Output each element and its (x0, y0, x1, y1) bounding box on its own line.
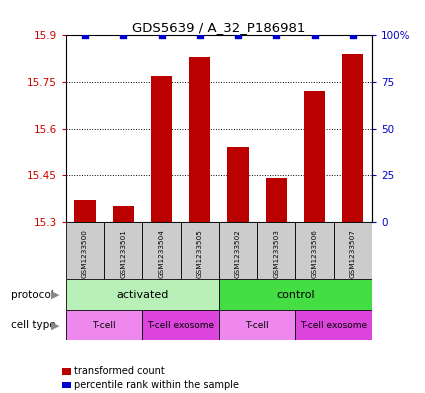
Bar (266, 178, 287, 222)
Point (120, 32, 127, 39)
Bar (104, 222, 142, 279)
Text: GSM1233502: GSM1233502 (235, 229, 241, 278)
Bar (295, 222, 334, 279)
Bar (219, 222, 257, 279)
Text: transformed count: transformed count (74, 366, 165, 376)
Text: ▶: ▶ (51, 320, 60, 330)
Text: percentile rank within the sample: percentile rank within the sample (74, 380, 239, 390)
Bar (66, 279, 219, 310)
Text: GSM1233505: GSM1233505 (197, 229, 203, 278)
Text: GSM1233501: GSM1233501 (120, 229, 126, 278)
Bar (151, 76, 172, 222)
Bar (219, 279, 372, 310)
Bar (74, 200, 96, 222)
Bar (227, 147, 249, 222)
Text: GSM1233504: GSM1233504 (159, 229, 164, 278)
Bar (113, 206, 134, 222)
Bar (181, 222, 219, 279)
Bar (295, 310, 372, 340)
Text: GSM1233507: GSM1233507 (350, 229, 356, 278)
Bar (304, 91, 325, 222)
Bar (142, 222, 181, 279)
Text: protocol: protocol (11, 290, 54, 300)
Text: control: control (276, 290, 314, 300)
Text: cell type: cell type (11, 320, 55, 330)
Text: activated: activated (116, 290, 169, 300)
Text: T-cell: T-cell (245, 321, 269, 330)
Bar (342, 54, 363, 222)
Bar (66, 222, 104, 279)
Point (82, 32, 88, 39)
Point (158, 32, 165, 39)
Point (196, 32, 203, 39)
Title: GDS5639 / A_32_P186981: GDS5639 / A_32_P186981 (132, 21, 306, 34)
Bar (66, 310, 142, 340)
Bar (142, 310, 219, 340)
Point (311, 32, 318, 39)
Point (235, 32, 241, 39)
Point (349, 32, 356, 39)
Text: GSM1233500: GSM1233500 (82, 229, 88, 278)
Text: GSM1233506: GSM1233506 (312, 229, 317, 278)
Text: GSM1233503: GSM1233503 (273, 229, 279, 278)
Text: T-cell: T-cell (92, 321, 116, 330)
Bar (189, 57, 210, 222)
Text: ▶: ▶ (51, 290, 60, 300)
Text: T-cell exosome: T-cell exosome (300, 321, 367, 330)
Text: T-cell exosome: T-cell exosome (147, 321, 214, 330)
Bar (219, 310, 295, 340)
Point (273, 32, 280, 39)
Bar (257, 222, 295, 279)
Bar (334, 222, 372, 279)
